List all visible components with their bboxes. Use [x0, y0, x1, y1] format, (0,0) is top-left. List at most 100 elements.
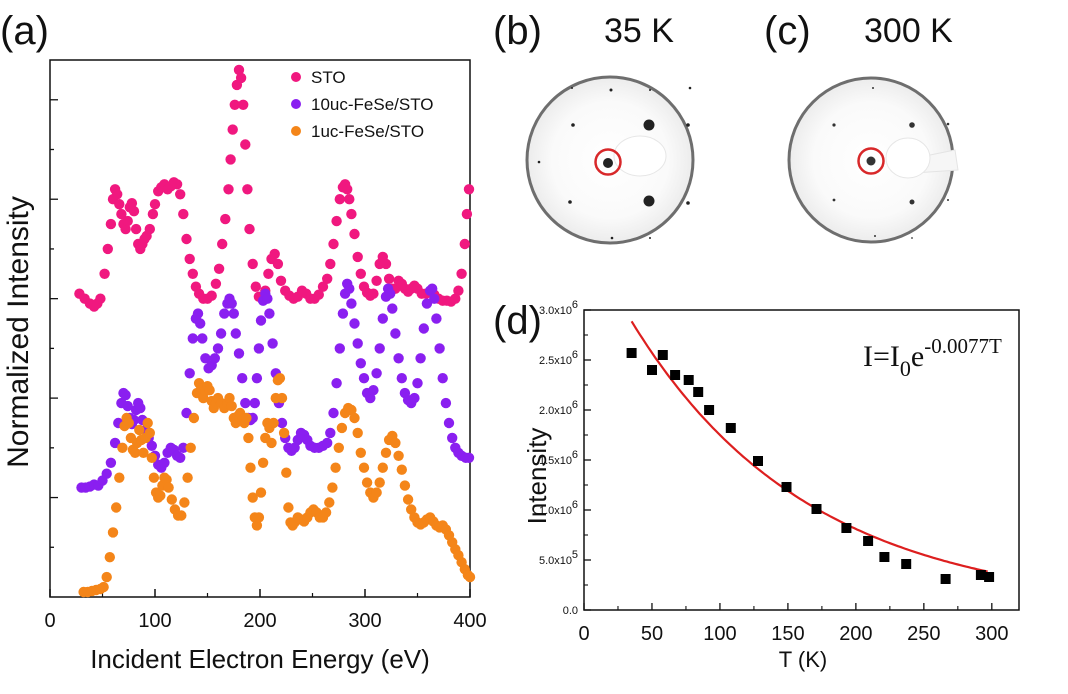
- panel-label-c: (c): [764, 9, 811, 53]
- data-point-d-13: [879, 552, 890, 562]
- point-s0-16: [122, 215, 133, 227]
- point-s0-101: [380, 258, 392, 270]
- point-s0-91: [349, 228, 360, 240]
- series-1uc-fese-sto: [78, 373, 476, 598]
- point-s1-119: [427, 283, 438, 294]
- point-s2-37: [176, 510, 187, 521]
- point-s1-7: [105, 457, 117, 468]
- point-s2-26: [148, 472, 160, 483]
- x-tick-label-d-250: 250: [907, 623, 940, 645]
- point-s1-91: [344, 283, 355, 294]
- point-s0-50: [223, 184, 234, 195]
- point-s2-48: [204, 385, 215, 396]
- y-tick-label-d-5: 2.5x10: [539, 355, 572, 367]
- point-s0-48: [217, 238, 228, 250]
- point-s2-69: [251, 520, 263, 531]
- point-s2-83: [281, 467, 292, 478]
- fit-curve: [630, 320, 988, 573]
- point-s1-94: [352, 338, 363, 349]
- data-point-d-4: [683, 375, 694, 385]
- point-s2-98: [324, 497, 335, 508]
- point-s0-57: [238, 99, 249, 111]
- point-s1-96: [358, 373, 370, 384]
- eq-sub: 0: [900, 356, 911, 381]
- point-s1-122: [434, 343, 445, 354]
- y-tick-label-d-0: 0.0: [563, 605, 578, 617]
- point-s2-97: [320, 507, 332, 518]
- point-s0-79: [313, 289, 324, 300]
- point-s2-106: [349, 412, 360, 424]
- diffraction-spots-c: [832, 87, 950, 239]
- point-s1-12: [120, 389, 131, 401]
- panel-label-a: (a): [0, 9, 49, 53]
- point-s0-90: [346, 208, 357, 220]
- point-s0-82: [325, 258, 336, 270]
- point-s0-92: [352, 251, 363, 263]
- point-s1-6: [101, 468, 112, 479]
- point-s1-108: [393, 353, 404, 364]
- point-s1-47: [219, 308, 230, 319]
- point-s1-35: [184, 368, 195, 379]
- point-s1-70: [276, 417, 288, 429]
- panel-label-b: (b): [493, 9, 542, 53]
- chart-d-xlabel: T (K): [779, 647, 827, 672]
- legend-marker-1uc: [291, 126, 301, 136]
- point-s0-70: [275, 275, 287, 286]
- point-s0-39: [184, 253, 195, 265]
- point-s0-93: [355, 268, 366, 279]
- point-s1-32: [175, 452, 186, 463]
- point-s1-95: [355, 358, 366, 369]
- point-s0-11: [112, 189, 123, 200]
- point-s1-19: [135, 402, 146, 414]
- point-s2-77: [268, 417, 279, 429]
- point-s1-121: [431, 313, 442, 324]
- point-s2-84: [283, 502, 294, 513]
- point-s1-105: [385, 288, 396, 299]
- point-s2-8: [107, 527, 119, 538]
- point-s1-120: [429, 293, 440, 304]
- point-s2-108: [355, 447, 366, 458]
- point-s1-107: [390, 328, 401, 339]
- chart-a-x-ticks: 0 100 200 300 400: [44, 589, 487, 632]
- point-s0-84: [331, 215, 342, 227]
- point-s2-81: [276, 392, 288, 404]
- point-s0-69: [272, 258, 284, 270]
- point-s2-17: [129, 447, 141, 458]
- point-s0-12: [114, 199, 125, 210]
- point-s0-80: [317, 281, 329, 292]
- point-s0-85: [334, 194, 345, 205]
- point-s0-28: [149, 199, 161, 210]
- point-s0-55: [233, 64, 245, 76]
- point-s0-52: [227, 124, 238, 135]
- point-s0-46: [210, 278, 222, 289]
- y-tick-exponent-d-5: 6: [572, 349, 578, 361]
- point-s0-123: [459, 238, 470, 250]
- point-s2-110: [361, 477, 373, 488]
- data-point-d-11: [841, 523, 852, 533]
- point-s1-67: [267, 338, 278, 349]
- point-s0-5: [95, 293, 106, 304]
- point-s1-123: [437, 373, 448, 384]
- point-s1-106: [387, 303, 398, 314]
- chart-a-xlabel: Incident Electron Energy (eV): [90, 644, 430, 674]
- point-s2-109: [358, 462, 370, 473]
- point-s1-92: [346, 298, 357, 309]
- point-s1-13: [122, 400, 133, 412]
- x-tick-label-a-0: 0: [44, 610, 55, 632]
- point-s1-61: [253, 343, 265, 354]
- point-s2-65: [243, 432, 254, 444]
- legend-label-1uc: 1uc-FeSe/STO: [311, 122, 424, 141]
- point-s1-126: [447, 432, 458, 444]
- point-s2-9: [111, 502, 122, 513]
- point-s0-27: [147, 208, 159, 220]
- panel-label-d: (d): [493, 299, 542, 343]
- point-s0-37: [178, 208, 189, 220]
- point-s0-56: [235, 72, 247, 84]
- point-s0-53: [229, 99, 240, 111]
- point-s2-29: [155, 490, 166, 501]
- series-10uc-fese-sto: [76, 278, 475, 493]
- point-s2-57: [226, 400, 237, 412]
- point-s2-25: [146, 452, 157, 463]
- point-s1-115: [415, 353, 426, 364]
- point-s0-58: [240, 139, 251, 150]
